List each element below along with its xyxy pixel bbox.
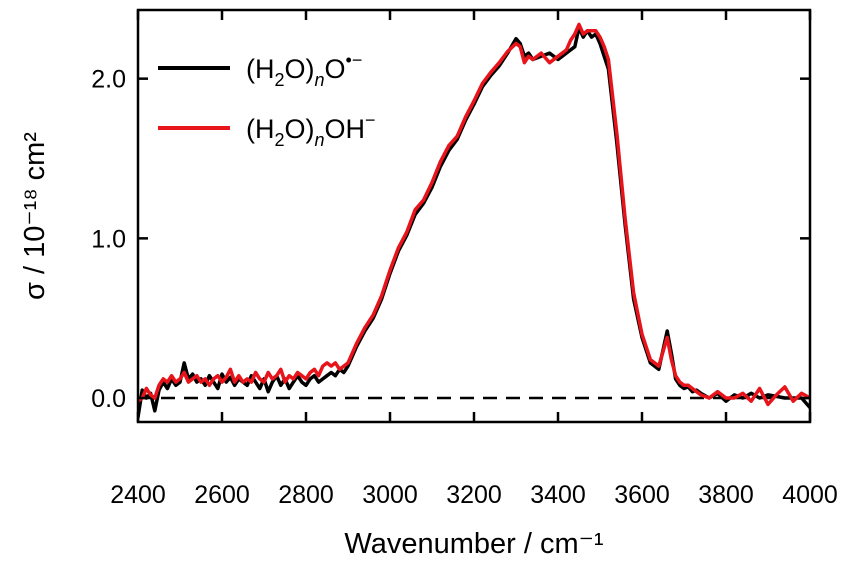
x-tick-label: 3800 — [698, 481, 754, 509]
series-line-1 — [138, 25, 810, 419]
y-tick-label: 0.0 — [91, 385, 126, 413]
x-tick-label: 2400 — [110, 481, 166, 509]
y-axis-label: σ / 10⁻¹⁸ cm² — [19, 132, 51, 300]
legend-label-2: (H2O)nOH− — [246, 110, 376, 150]
x-tick-label: 3600 — [614, 481, 670, 509]
x-axis-ticks: 2400 2600 2800 3000 3200 3400 3600 3800 4000 — [110, 10, 838, 509]
x-tick-label: 3400 — [530, 481, 586, 509]
x-tick-label: 2800 — [278, 481, 334, 509]
legend: (H2O)nO•− (H2O)nOH− — [158, 50, 376, 150]
series-layer — [138, 22, 810, 419]
x-axis-label: Wavenumber / cm⁻¹ — [344, 528, 604, 560]
x-tick-label: 4000 — [782, 481, 838, 509]
x-tick-label: 2600 — [194, 481, 250, 509]
y-tick-label: 2.0 — [91, 66, 126, 94]
y-tick-label: 1.0 — [91, 225, 126, 253]
x-tick-label: 3200 — [446, 481, 502, 509]
legend-label-1: (H2O)nO•− — [246, 50, 362, 90]
series-line-2 — [138, 22, 810, 407]
y-axis-ticks: 0.0 1.0 2.0 — [91, 66, 810, 413]
x-tick-label: 3000 — [362, 481, 418, 509]
plot-frame — [136, 8, 812, 424]
